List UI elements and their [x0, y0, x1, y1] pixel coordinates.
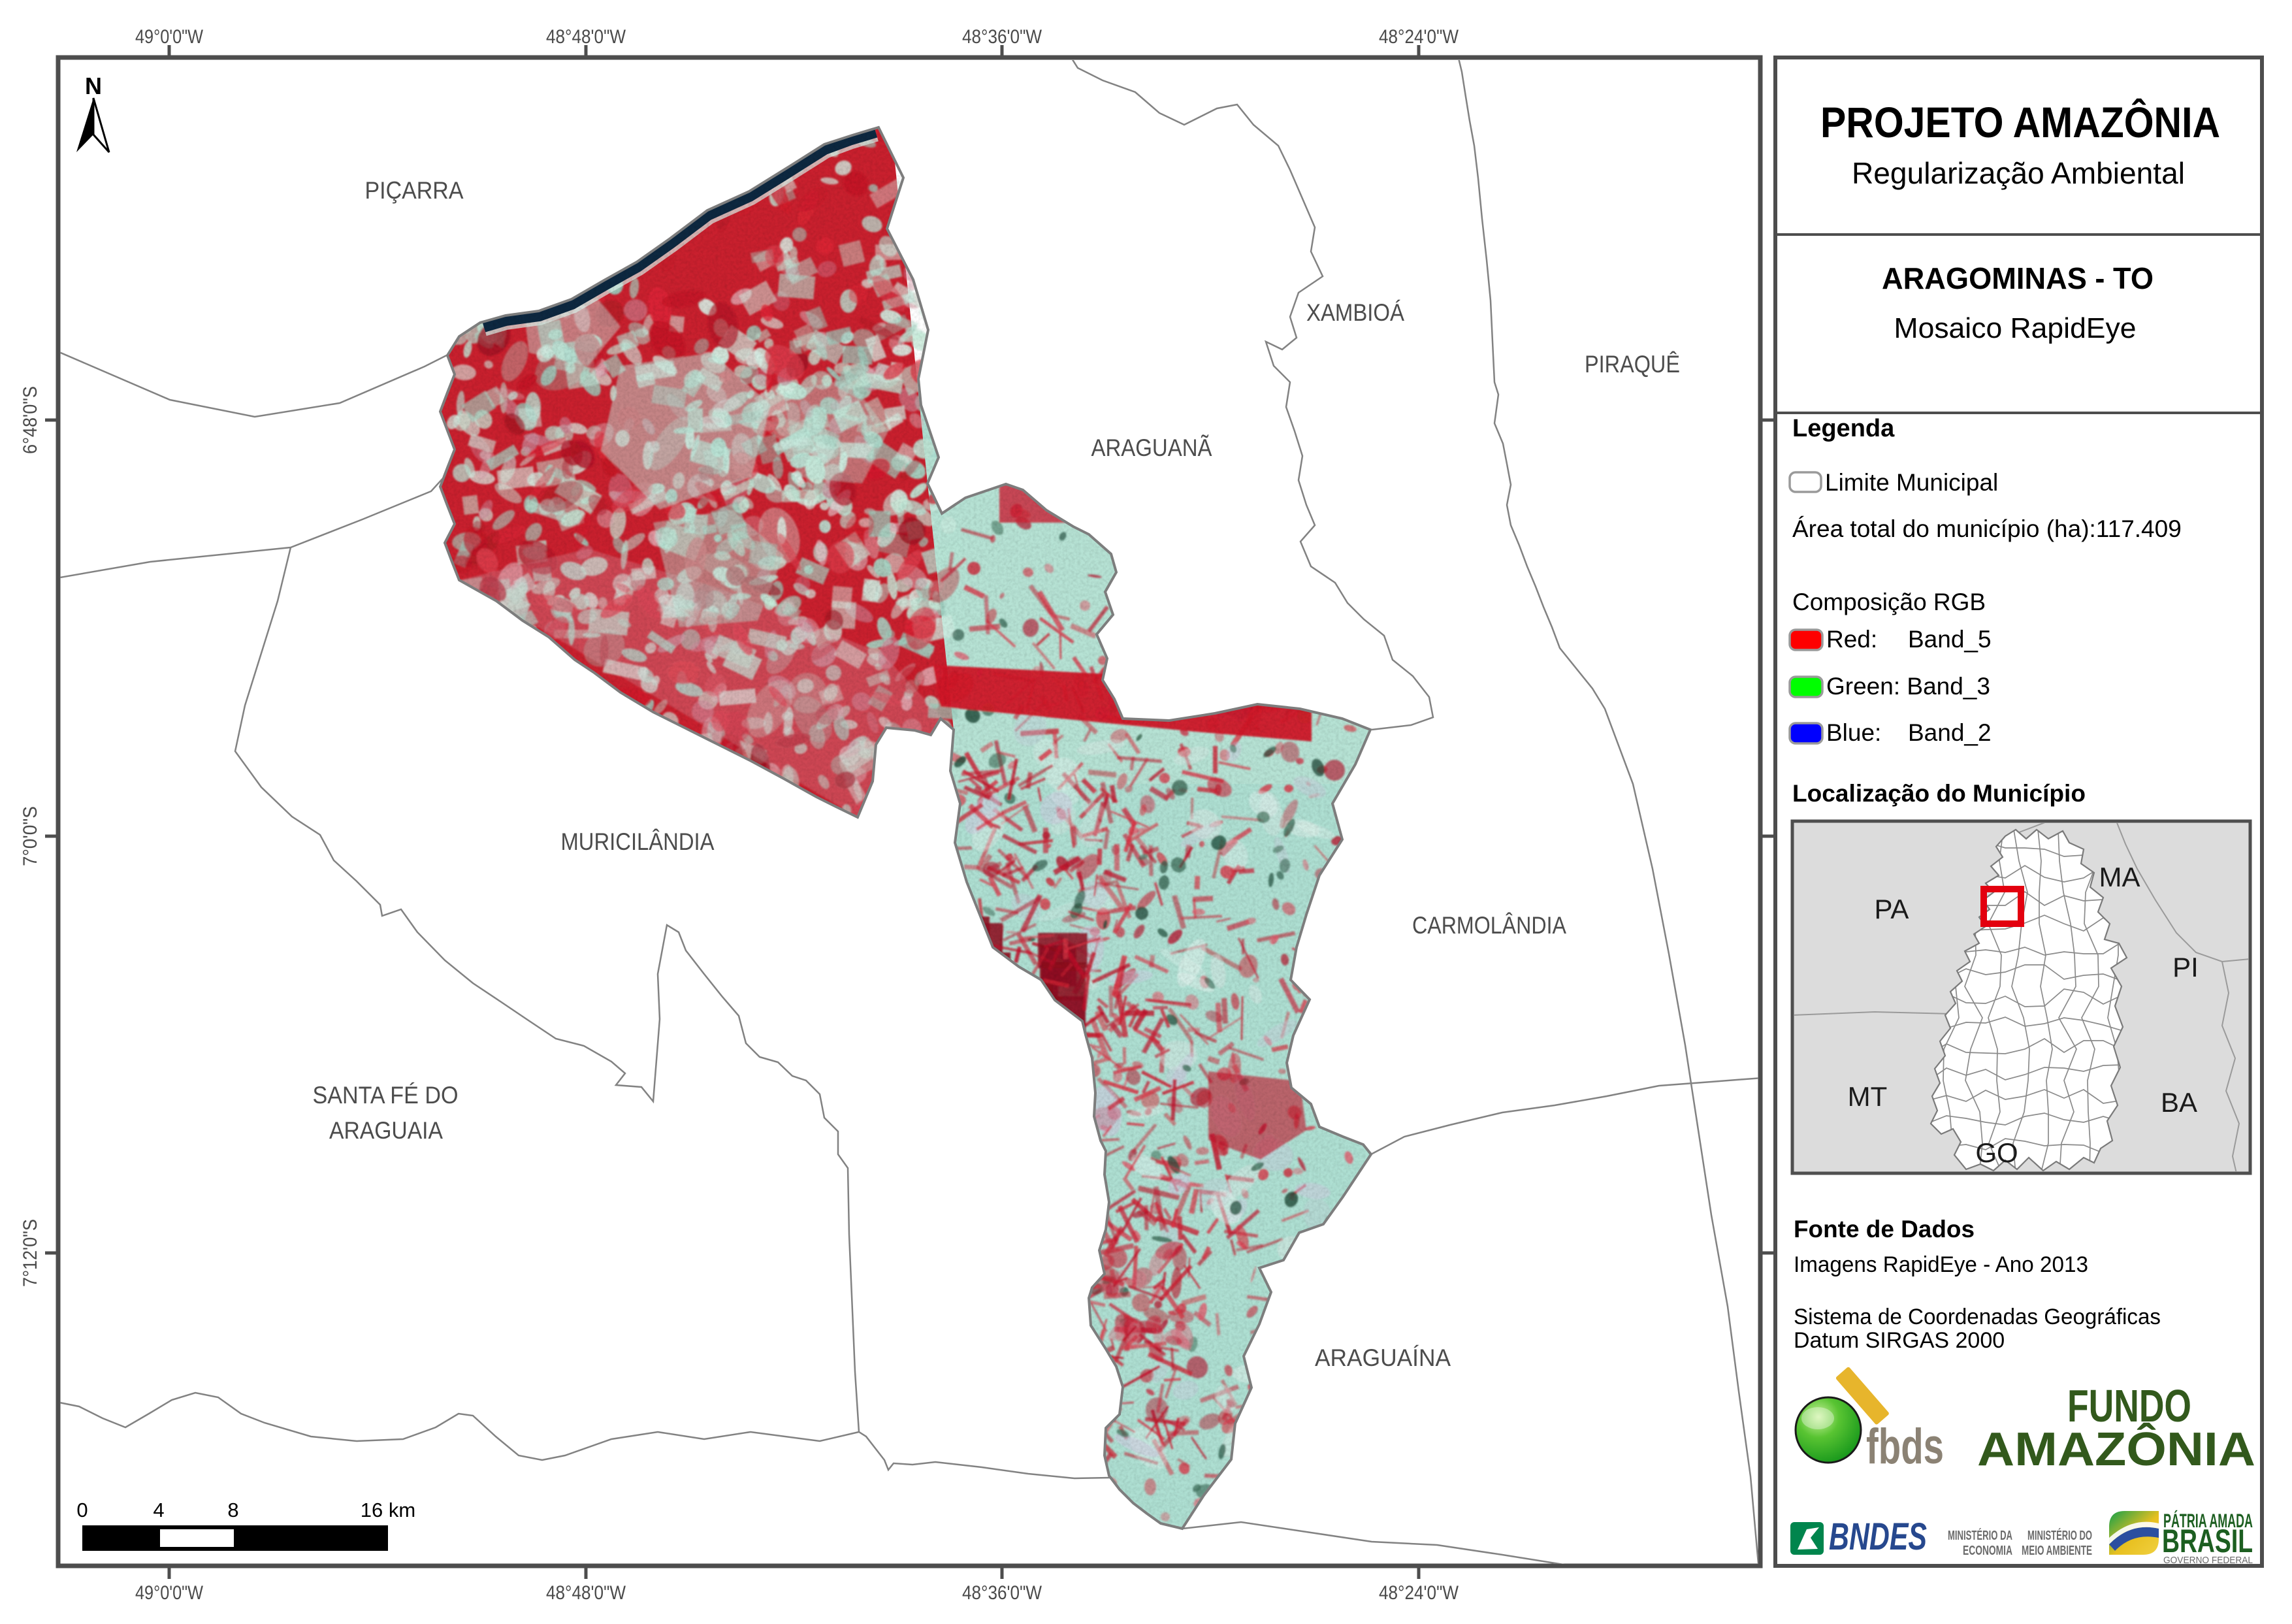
svg-text:MINISTÉRIO DA: MINISTÉRIO DA — [1948, 1528, 2012, 1543]
svg-text:MA: MA — [2099, 862, 2140, 892]
svg-text:Composição RGB: Composição RGB — [1792, 589, 1986, 615]
svg-text:ARAGUAIA: ARAGUAIA — [329, 1117, 443, 1144]
svg-text:48°24'0"W: 48°24'0"W — [1379, 26, 1459, 48]
svg-text:FUNDO: FUNDO — [2067, 1380, 2191, 1431]
svg-text:PI: PI — [2172, 952, 2199, 983]
svg-text:48°48'0"W: 48°48'0"W — [546, 1582, 626, 1604]
svg-text:Blue:: Blue: — [1826, 719, 1881, 746]
svg-text:PIÇARRA: PIÇARRA — [365, 177, 464, 204]
svg-text:MURICILÂNDIA: MURICILÂNDIA — [561, 828, 715, 855]
svg-text:SANTA FÉ DO: SANTA FÉ DO — [313, 1082, 459, 1109]
svg-text:ECONOMIA: ECONOMIA — [1963, 1544, 2012, 1558]
svg-text:Área total do município (ha):1: Área total do município (ha):117.409 — [1792, 515, 2182, 542]
svg-text:Band_2: Band_2 — [1908, 719, 1992, 746]
svg-text:AMAZÔNIA: AMAZÔNIA — [1977, 1423, 2255, 1476]
svg-text:Limite Municipal: Limite Municipal — [1825, 469, 1998, 496]
svg-text:Legenda: Legenda — [1792, 415, 1895, 442]
svg-text:6°48'0"S: 6°48'0"S — [20, 386, 41, 454]
svg-text:48°36'0"W: 48°36'0"W — [962, 26, 1042, 48]
svg-text:Red:: Red: — [1826, 626, 1877, 653]
svg-text:ARAGOMINAS - TO: ARAGOMINAS - TO — [1882, 261, 2154, 295]
svg-text:48°48'0"W: 48°48'0"W — [546, 26, 626, 48]
svg-text:MINISTÉRIO DO: MINISTÉRIO DO — [2027, 1528, 2092, 1543]
svg-text:GO: GO — [1975, 1137, 2018, 1168]
svg-text:PA: PA — [1875, 894, 1909, 924]
svg-text:4: 4 — [153, 1499, 164, 1521]
svg-text:MEIO AMBIENTE: MEIO AMBIENTE — [2022, 1544, 2092, 1558]
svg-text:Localização do Município: Localização do Município — [1792, 780, 2086, 807]
svg-text:0: 0 — [76, 1499, 88, 1521]
svg-text:Green: Band_3: Green: Band_3 — [1826, 673, 1990, 700]
svg-text:49°0'0"W: 49°0'0"W — [135, 1582, 204, 1604]
svg-text:PIRAQUÊ: PIRAQUÊ — [1585, 351, 1680, 378]
svg-text:fbds: fbds — [1866, 1419, 1944, 1474]
svg-text:ARAGUANÃ: ARAGUANÃ — [1091, 434, 1212, 461]
svg-text:Band_5: Band_5 — [1908, 626, 1992, 653]
svg-text:Sistema de Coordenadas Geográf: Sistema de Coordenadas Geográficas — [1794, 1305, 2161, 1329]
svg-text:49°0'0"W: 49°0'0"W — [135, 26, 204, 48]
svg-text:48°24'0"W: 48°24'0"W — [1379, 1582, 1459, 1604]
svg-text:BNDES: BNDES — [1829, 1516, 1927, 1558]
svg-text:16 km: 16 km — [361, 1499, 415, 1521]
svg-text:CARMOLÂNDIA: CARMOLÂNDIA — [1412, 912, 1566, 939]
svg-text:PROJETO AMAZÔNIA: PROJETO AMAZÔNIA — [1820, 98, 2220, 146]
svg-text:MT: MT — [1848, 1081, 1888, 1112]
svg-text:Datum SIRGAS 2000: Datum SIRGAS 2000 — [1794, 1328, 2005, 1353]
svg-text:Mosaico RapidEye: Mosaico RapidEye — [1894, 312, 2137, 344]
svg-text:XAMBIOÁ: XAMBIOÁ — [1306, 299, 1404, 326]
svg-text:Imagens RapidEye - Ano 2013: Imagens RapidEye - Ano 2013 — [1794, 1252, 2088, 1277]
svg-text:7°0'0"S: 7°0'0"S — [20, 806, 41, 866]
svg-text:48°36'0"W: 48°36'0"W — [962, 1582, 1042, 1604]
svg-text:GOVERNO FEDERAL: GOVERNO FEDERAL — [2163, 1555, 2253, 1566]
svg-text:BRASIL: BRASIL — [2162, 1523, 2253, 1559]
svg-text:N: N — [85, 73, 102, 99]
svg-text:Fonte de Dados: Fonte de Dados — [1794, 1216, 1975, 1242]
svg-text:PÁTRIA AMADA: PÁTRIA AMADA — [2163, 1510, 2253, 1532]
svg-text:7°12'0"S: 7°12'0"S — [20, 1219, 41, 1287]
svg-text:8: 8 — [227, 1499, 238, 1521]
svg-text:ARAGUAÍNA: ARAGUAÍNA — [1315, 1344, 1451, 1371]
svg-text:Regularização Ambiental: Regularização Ambiental — [1852, 156, 2185, 190]
svg-text:BA: BA — [2161, 1087, 2197, 1118]
